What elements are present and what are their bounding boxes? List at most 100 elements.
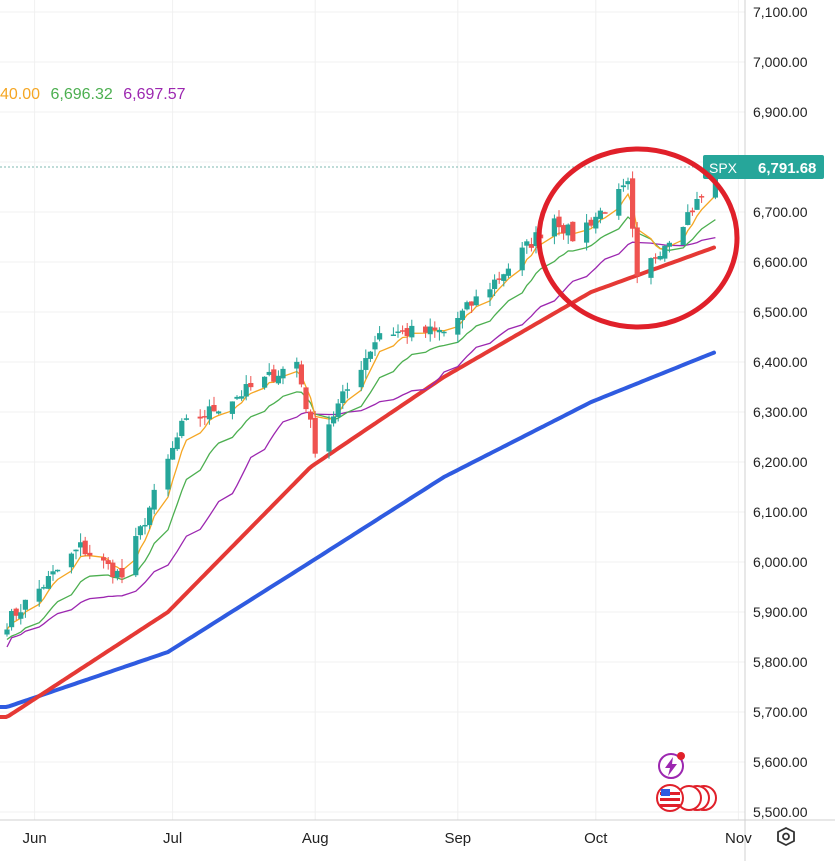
candle bbox=[9, 608, 15, 631]
candle bbox=[528, 237, 534, 252]
candle bbox=[82, 536, 88, 557]
candle bbox=[335, 398, 341, 422]
candle-body bbox=[22, 599, 28, 610]
candle bbox=[455, 311, 461, 343]
candle-body bbox=[519, 247, 525, 271]
candle bbox=[151, 483, 157, 515]
candle bbox=[662, 245, 668, 262]
candle bbox=[602, 211, 608, 214]
candle bbox=[211, 396, 217, 412]
candle-body bbox=[271, 369, 277, 382]
candle-body bbox=[634, 227, 640, 276]
time-tick-label: Aug bbox=[302, 830, 329, 847]
candle bbox=[441, 330, 447, 337]
candle-body bbox=[312, 417, 318, 454]
candle-body bbox=[105, 560, 111, 565]
candle bbox=[119, 559, 125, 584]
time-tick-label: Jul bbox=[163, 830, 182, 847]
candle-body bbox=[45, 576, 51, 589]
lightning-bolt-icon[interactable] bbox=[658, 752, 685, 779]
candle-body bbox=[50, 571, 56, 575]
candle-body bbox=[326, 424, 332, 452]
candle bbox=[243, 375, 249, 401]
candle-body bbox=[344, 389, 350, 391]
candle-body bbox=[303, 387, 309, 410]
candle-body bbox=[335, 403, 341, 418]
candle bbox=[202, 409, 208, 426]
moving-average-lines bbox=[0, 192, 716, 719]
candle bbox=[616, 183, 622, 220]
candle-body bbox=[630, 178, 636, 229]
candle-body bbox=[363, 358, 369, 370]
candle bbox=[487, 282, 493, 306]
price-axis-bg bbox=[745, 0, 835, 861]
time-axis: Jun Jul Aug Sep Oct Nov bbox=[0, 819, 835, 847]
candle bbox=[584, 214, 590, 251]
candle bbox=[666, 240, 672, 253]
candle bbox=[588, 217, 594, 228]
candle-body bbox=[9, 611, 15, 628]
candle-body bbox=[41, 587, 47, 589]
candle-body bbox=[565, 224, 571, 236]
candle-body bbox=[584, 222, 590, 243]
candle-body bbox=[114, 570, 120, 578]
candle bbox=[657, 251, 663, 261]
candle-body bbox=[680, 226, 686, 245]
candle bbox=[689, 207, 695, 216]
candle-body bbox=[331, 416, 337, 424]
candle-body bbox=[142, 524, 148, 527]
candle-body bbox=[170, 447, 176, 460]
candle bbox=[390, 327, 396, 337]
candle bbox=[436, 327, 442, 341]
candle bbox=[501, 273, 507, 287]
last-price-value: 6,791.68 bbox=[758, 160, 816, 177]
candle-body bbox=[266, 371, 272, 375]
candle bbox=[4, 623, 10, 637]
candle bbox=[597, 207, 603, 224]
ma-mid-line bbox=[6, 216, 716, 641]
candle bbox=[179, 418, 185, 439]
candle-body bbox=[473, 296, 479, 306]
price-tick-label: 5,800.00 bbox=[753, 654, 808, 670]
candle bbox=[570, 221, 576, 242]
candle-body bbox=[151, 489, 157, 510]
candle bbox=[473, 289, 479, 307]
price-axis: 7,100.007,000.006,900.006,800.006,700.00… bbox=[744, 0, 835, 861]
last-price-tag[interactable]: SPX 6,791.68 bbox=[703, 155, 824, 179]
candle bbox=[625, 177, 631, 190]
candle bbox=[685, 204, 691, 226]
candle-body bbox=[441, 331, 447, 334]
settings-gear-icon[interactable] bbox=[777, 826, 795, 847]
time-tick-label: Nov bbox=[725, 830, 752, 847]
candle bbox=[87, 544, 93, 560]
candle bbox=[239, 390, 245, 401]
us-flag-icon[interactable] bbox=[656, 784, 717, 812]
candle bbox=[694, 191, 700, 210]
candles bbox=[4, 166, 718, 637]
candle bbox=[170, 441, 176, 460]
candle-body bbox=[133, 536, 139, 576]
candle-body bbox=[597, 210, 603, 219]
candle-body bbox=[377, 333, 383, 340]
candle-body bbox=[492, 279, 498, 290]
candle bbox=[524, 239, 530, 254]
candle bbox=[551, 214, 557, 245]
candle bbox=[78, 533, 84, 557]
candle bbox=[634, 222, 640, 284]
candle-body bbox=[243, 384, 249, 397]
candle bbox=[114, 569, 120, 581]
price-tick-label: 6,200.00 bbox=[753, 454, 808, 470]
candle bbox=[312, 411, 318, 458]
candle-body bbox=[110, 562, 116, 578]
candle-body bbox=[197, 416, 203, 419]
ma-50-line bbox=[0, 245, 716, 719]
candle-body bbox=[137, 526, 143, 536]
candle bbox=[308, 409, 314, 428]
candle-body bbox=[4, 629, 10, 635]
candle-body bbox=[653, 257, 659, 259]
candle bbox=[400, 325, 406, 335]
ma-slow-line bbox=[6, 236, 716, 648]
candle-body bbox=[427, 326, 433, 335]
